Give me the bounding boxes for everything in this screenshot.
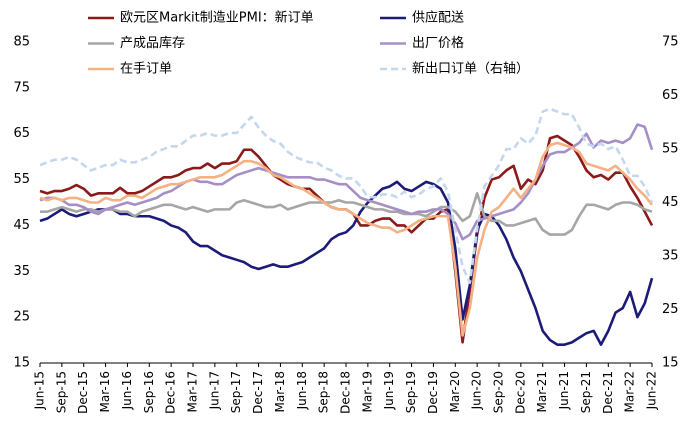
y-tick-label: 25	[13, 310, 30, 325]
x-tick-label: Mar-20	[448, 371, 462, 412]
x-tick-label: Mar-18	[273, 371, 287, 412]
x-tick-label: Mar-17	[186, 371, 200, 412]
legend-label: 出厂价格	[412, 35, 464, 51]
x-tick-label: Jun-15	[33, 371, 47, 410]
x-tick-label: Sep-21	[579, 371, 593, 413]
y-tick-label: 45	[13, 218, 30, 233]
x-tick-label: Sep-20	[492, 371, 506, 413]
x-tick-label: Jun-17	[207, 371, 221, 410]
x-tick-label: Sep-16	[142, 371, 156, 413]
y-tick-label: 85	[13, 35, 30, 50]
series-line	[39, 107, 654, 285]
x-tick-label: Mar-21	[535, 371, 549, 412]
series-line	[39, 141, 654, 337]
y2-tick-label: 65	[662, 88, 679, 103]
legend-label: 产成品库存	[120, 35, 185, 51]
x-tick-label: Jun-16	[120, 371, 134, 410]
x-tick-label: Dec-15	[76, 371, 90, 414]
x-tick-label: Dec-17	[251, 371, 265, 414]
x-tick-label: Jun-21	[557, 371, 571, 410]
x-tick-label: Jun-20	[470, 371, 484, 410]
x-tick-label: Dec-21	[601, 371, 615, 414]
x-tick-label: Mar-19	[360, 371, 374, 412]
legend-label: 供应配送	[412, 10, 464, 26]
x-tick-label: Sep-19	[404, 371, 418, 413]
series-line	[40, 192, 653, 236]
y-tick-label: 15	[13, 356, 30, 371]
x-tick-label: Sep-18	[317, 371, 331, 413]
x-tick-label: Dec-18	[339, 371, 353, 414]
y-tick-label: 55	[13, 172, 30, 187]
y2-tick-label: 35	[662, 249, 679, 264]
x-tick-label: Jun-18	[295, 371, 309, 410]
series-line	[39, 180, 654, 346]
x-tick-label: Sep-17	[229, 371, 243, 413]
legend-label: 新出口订单（右轴）	[412, 61, 529, 77]
x-tick-label: Mar-16	[98, 371, 112, 412]
legend-label: 在手订单	[120, 62, 172, 77]
series-line	[39, 134, 654, 344]
x-tick-label: Sep-15	[54, 371, 68, 413]
x-tick-label: Dec-16	[164, 371, 178, 414]
y-tick-label: 75	[13, 80, 30, 95]
y-tick-label: 35	[13, 264, 30, 279]
x-tick-label: Mar-22	[623, 371, 637, 412]
y2-tick-label: 75	[662, 35, 679, 50]
y2-tick-label: 25	[662, 302, 679, 317]
y2-tick-label: 15	[662, 356, 679, 371]
legend-label: 欧元区Markit制造业PMI：新订单	[120, 10, 314, 26]
x-tick-label: Jun-19	[382, 371, 396, 410]
x-tick-label: Dec-20	[513, 371, 527, 414]
x-tick-label: Jun-22	[645, 371, 659, 410]
x-tick-label: Dec-19	[426, 371, 440, 414]
series-line	[39, 123, 654, 241]
y2-tick-label: 55	[662, 142, 679, 157]
y2-tick-label: 45	[662, 195, 679, 210]
y-tick-label: 65	[13, 126, 30, 141]
